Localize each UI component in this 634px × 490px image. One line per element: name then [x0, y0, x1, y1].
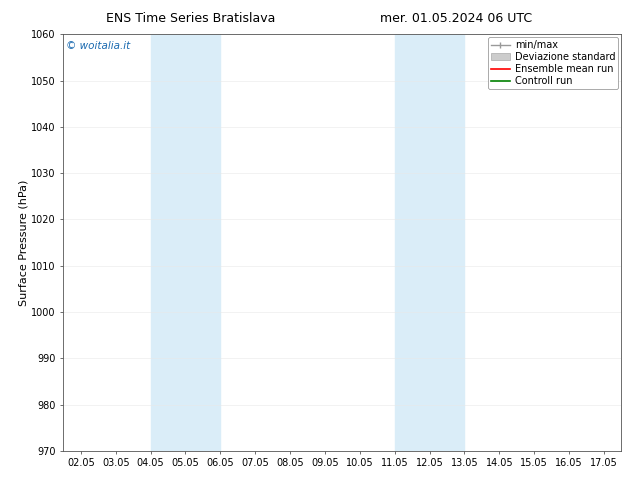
Text: © woitalia.it: © woitalia.it — [66, 41, 131, 50]
Bar — [150, 34, 221, 451]
Text: mer. 01.05.2024 06 UTC: mer. 01.05.2024 06 UTC — [380, 12, 533, 25]
Y-axis label: Surface Pressure (hPa): Surface Pressure (hPa) — [18, 179, 29, 306]
Text: ENS Time Series Bratislava: ENS Time Series Bratislava — [105, 12, 275, 25]
Legend: min/max, Deviazione standard, Ensemble mean run, Controll run: min/max, Deviazione standard, Ensemble m… — [488, 37, 618, 89]
Bar — [394, 34, 464, 451]
